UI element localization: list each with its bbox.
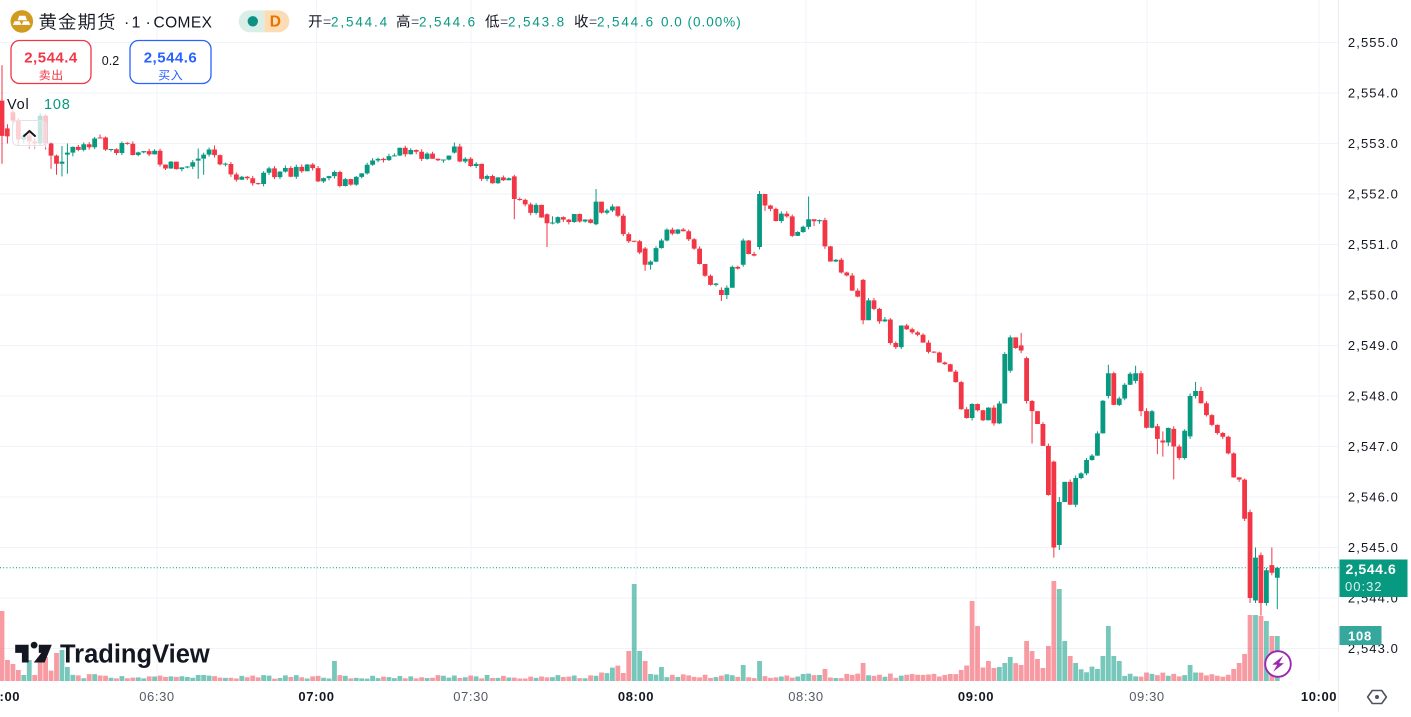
svg-text:COMEX: COMEX bbox=[154, 15, 213, 32]
svg-text:00:32: 00:32 bbox=[1345, 579, 1383, 594]
svg-text:09:00: 09:00 bbox=[958, 689, 994, 704]
svg-text:2,548.0: 2,548.0 bbox=[1348, 389, 1399, 404]
svg-text:2,550.0: 2,550.0 bbox=[1348, 288, 1399, 303]
svg-text:2,544.6: 2,544.6 bbox=[144, 50, 198, 67]
svg-text:09:30: 09:30 bbox=[1129, 689, 1165, 704]
svg-text:0.0 (0.00%): 0.0 (0.00%) bbox=[661, 15, 742, 30]
svg-text:·: · bbox=[146, 15, 151, 32]
svg-text:2,555.0: 2,555.0 bbox=[1348, 35, 1399, 50]
svg-text:06:30: 06:30 bbox=[139, 689, 175, 704]
svg-text:2,547.0: 2,547.0 bbox=[1348, 439, 1399, 454]
svg-text:10:00: 10:00 bbox=[1301, 689, 1337, 704]
svg-text:08:00: 08:00 bbox=[618, 689, 654, 704]
svg-text:2,549.0: 2,549.0 bbox=[1348, 338, 1399, 353]
svg-text:2,544.6: 2,544.6 bbox=[419, 15, 477, 30]
svg-text:1: 1 bbox=[132, 15, 141, 32]
svg-text:=: = bbox=[411, 14, 419, 30]
svg-text:=: = bbox=[500, 14, 508, 30]
svg-text:06:00: 06:00 bbox=[0, 689, 20, 704]
svg-text:2,545.0: 2,545.0 bbox=[1348, 540, 1399, 555]
svg-text:Vol: Vol bbox=[7, 97, 30, 113]
svg-text:D: D bbox=[270, 14, 281, 31]
svg-text:07:30: 07:30 bbox=[453, 689, 489, 704]
svg-text:2,543.8: 2,543.8 bbox=[508, 15, 566, 30]
svg-text:2,554.0: 2,554.0 bbox=[1348, 86, 1399, 101]
svg-text:=: = bbox=[323, 14, 331, 30]
svg-text:TradingView: TradingView bbox=[60, 641, 210, 669]
svg-text:2,551.0: 2,551.0 bbox=[1348, 237, 1399, 252]
svg-text:·: · bbox=[124, 15, 129, 32]
svg-text:2,552.0: 2,552.0 bbox=[1348, 187, 1399, 202]
svg-text:2,544.4: 2,544.4 bbox=[24, 50, 78, 67]
svg-text:0.2: 0.2 bbox=[102, 54, 119, 68]
svg-text:2,546.0: 2,546.0 bbox=[1348, 490, 1399, 505]
svg-text:108: 108 bbox=[1348, 629, 1372, 644]
svg-text:2,544.4: 2,544.4 bbox=[331, 15, 389, 30]
svg-text:108: 108 bbox=[44, 97, 71, 113]
svg-text:07:00: 07:00 bbox=[298, 689, 334, 704]
svg-text:08:30: 08:30 bbox=[788, 689, 824, 704]
svg-text:2,544.6: 2,544.6 bbox=[597, 15, 655, 30]
svg-text:2,553.0: 2,553.0 bbox=[1348, 136, 1399, 151]
svg-text:=: = bbox=[589, 14, 597, 30]
svg-text:2,544.6: 2,544.6 bbox=[1346, 561, 1397, 577]
